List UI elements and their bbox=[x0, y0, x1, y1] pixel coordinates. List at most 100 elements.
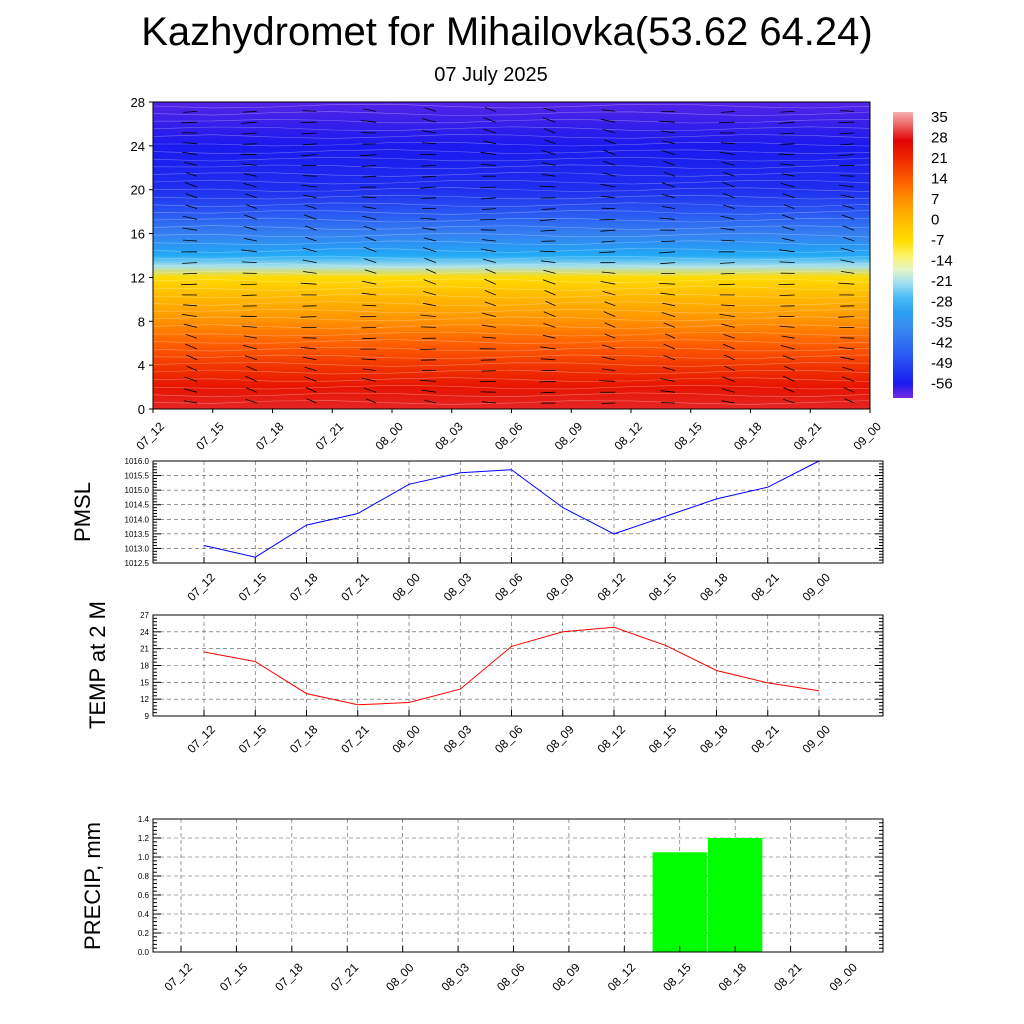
y-tick-label: 1.2 bbox=[138, 834, 150, 843]
wind-barb bbox=[243, 335, 257, 339]
wind-barb bbox=[423, 302, 437, 307]
x-tick-label: 08_00 bbox=[372, 419, 406, 453]
wind-barb bbox=[543, 269, 556, 274]
x-tick-label: 08_21 bbox=[771, 960, 805, 994]
wind-barb bbox=[539, 219, 556, 222]
wind-barb bbox=[365, 398, 377, 404]
contour-line bbox=[153, 369, 870, 375]
wind-barb bbox=[423, 399, 437, 404]
wind-barb bbox=[482, 239, 496, 242]
wind-barb bbox=[420, 326, 437, 328]
wind-barb bbox=[540, 229, 556, 232]
precip-bar bbox=[652, 852, 707, 953]
y-tick-label: 1.4 bbox=[138, 815, 150, 824]
contour-line bbox=[153, 149, 870, 154]
wind-barb bbox=[421, 118, 437, 123]
wind-barb bbox=[241, 294, 257, 296]
wind-barb bbox=[660, 378, 676, 382]
wind-barb bbox=[181, 313, 198, 317]
x-tick-label: 07_15 bbox=[217, 960, 251, 994]
wind-barb bbox=[601, 402, 616, 404]
wind-barb bbox=[245, 387, 257, 393]
wind-barb bbox=[305, 236, 317, 242]
wind-barb bbox=[723, 354, 735, 361]
wind-barb bbox=[542, 150, 556, 155]
x-tick-label: 07_18 bbox=[287, 570, 321, 604]
wind-barb bbox=[783, 387, 795, 393]
wind-barb bbox=[245, 375, 257, 382]
wind-barb bbox=[840, 110, 855, 112]
wind-barb bbox=[242, 163, 257, 166]
x-tick-label: 08_21 bbox=[791, 419, 825, 453]
contour-line bbox=[153, 354, 870, 360]
wind-barb bbox=[720, 239, 735, 242]
wind-barb bbox=[781, 226, 795, 231]
wind-barb bbox=[601, 271, 616, 274]
wind-barb bbox=[659, 217, 676, 220]
wind-barb bbox=[722, 193, 735, 199]
y-tick-label: 1014.0 bbox=[125, 515, 150, 524]
contour-lines bbox=[153, 103, 870, 405]
contour-line bbox=[153, 232, 870, 238]
wind-barb bbox=[543, 323, 556, 328]
y-tick-label: 28 bbox=[131, 95, 145, 110]
precip-bar bbox=[708, 838, 763, 952]
wind-barb bbox=[779, 261, 795, 263]
y-axis-label: TEMP at 2 M bbox=[85, 601, 110, 729]
wind-barb bbox=[183, 142, 198, 145]
contour-line bbox=[153, 331, 870, 337]
wind-barb bbox=[363, 387, 377, 393]
wind-barb bbox=[422, 175, 437, 178]
wind-barb bbox=[362, 206, 377, 209]
wind-barb bbox=[183, 304, 198, 307]
wind-barb bbox=[305, 387, 317, 393]
wind-barb bbox=[659, 120, 676, 123]
contour-line bbox=[153, 286, 870, 291]
wind-barb bbox=[421, 165, 437, 167]
x-tick-label: 08_12 bbox=[611, 419, 645, 453]
contour-line bbox=[153, 362, 870, 367]
wind-barb bbox=[723, 334, 735, 339]
colorbar-label: -56 bbox=[931, 376, 953, 393]
contour-line bbox=[153, 324, 870, 329]
wind-barb bbox=[481, 370, 496, 372]
wind-barb bbox=[483, 117, 496, 123]
wind-barb bbox=[599, 380, 616, 382]
colorbar-label: 35 bbox=[931, 109, 948, 126]
contour-line bbox=[153, 392, 870, 398]
x-tick-label: 08_03 bbox=[441, 570, 475, 604]
wind-barb bbox=[721, 161, 735, 166]
gridlines bbox=[153, 818, 883, 953]
contour-line bbox=[153, 179, 870, 185]
wind-barb bbox=[661, 182, 676, 188]
wind-barb bbox=[840, 259, 855, 263]
wind-barb bbox=[480, 151, 496, 155]
colorbar-label: -28 bbox=[931, 294, 953, 311]
wind-barb bbox=[183, 239, 198, 242]
wind-barb bbox=[183, 388, 198, 393]
wind-barb bbox=[423, 237, 437, 242]
wind-barb bbox=[781, 237, 795, 242]
chart-subtitle: 07 July 2025 bbox=[434, 64, 548, 86]
wind-barb bbox=[361, 280, 377, 285]
wind-barb bbox=[842, 225, 855, 231]
wind-barb bbox=[602, 128, 616, 134]
wind-barb bbox=[423, 279, 437, 285]
wind-barb bbox=[481, 324, 496, 328]
x-tick-label: 08_03 bbox=[439, 960, 473, 994]
wind-barb bbox=[780, 182, 795, 188]
wind-barb bbox=[661, 150, 676, 155]
wind-barb bbox=[302, 259, 317, 263]
wind-barb bbox=[181, 121, 198, 124]
wind-barb bbox=[540, 346, 556, 350]
wind-barb bbox=[600, 183, 616, 188]
wind-barb bbox=[541, 208, 556, 210]
wind-barb bbox=[300, 346, 317, 350]
wind-barb bbox=[542, 117, 556, 123]
x-tick-label: 07_12 bbox=[184, 570, 218, 604]
y-tick-label: 1016.0 bbox=[125, 457, 150, 466]
wind-barb bbox=[242, 111, 257, 113]
contour-line bbox=[153, 164, 870, 170]
colorbar-label: -35 bbox=[931, 314, 953, 331]
x-tick-label: 08_12 bbox=[605, 960, 639, 994]
